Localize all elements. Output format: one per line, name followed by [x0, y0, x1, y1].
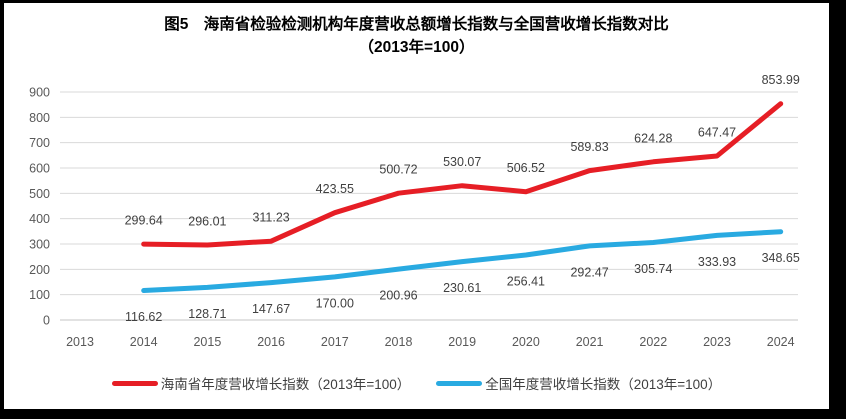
chart-title: 图5 海南省检验检测机构年度营收总额增长指数与全国营收增长指数对比 （2013年…: [4, 13, 829, 59]
y-axis-tick-label: 900: [29, 86, 50, 100]
x-axis-tick-label: 2023: [703, 335, 731, 349]
national-line-swatch-icon: [436, 380, 483, 386]
y-axis-tick-label: 100: [29, 288, 50, 302]
data-label: 147.67: [252, 302, 290, 316]
x-axis-tick-label: 2024: [767, 335, 795, 349]
data-label: 624.28: [634, 131, 672, 145]
series-line: [141, 101, 784, 248]
line-chart: 0 100 200 300 400 500 600 700 800 900 2013 2014 2015…: [29, 73, 800, 349]
data-label: 333.93: [698, 255, 736, 269]
data-label: 116.62: [125, 310, 162, 324]
legend-label-national: 全国年度营收增长指数（2013年=100）: [485, 377, 722, 392]
y-axis-tick-label: 200: [29, 263, 50, 277]
y-axis-tick-label: 800: [29, 111, 50, 125]
chart-title-line1: 图5 海南省检验检测机构年度营收总额增长指数与全国营收增长指数对比: [164, 16, 669, 33]
hainan-line-swatch-icon: [111, 380, 158, 386]
x-axis-tick-label: 2021: [576, 335, 604, 349]
x-axis-tick-label: 2016: [257, 335, 285, 349]
data-label: 530.07: [443, 155, 481, 169]
y-axis-tick-label: 300: [29, 238, 50, 252]
x-axis-tick-label: 2018: [385, 335, 413, 349]
data-label: 128.71: [188, 307, 226, 321]
x-axis-tick-label: 2015: [193, 335, 221, 349]
x-axis-tick-label: 2020: [512, 335, 540, 349]
data-label: 292.47: [570, 265, 608, 279]
data-label: 200.96: [379, 289, 417, 303]
data-label: 230.61: [443, 281, 481, 295]
legend-item-national: 全国年度营收增长指数（2013年=100）: [436, 373, 721, 393]
data-label: 299.64: [125, 214, 163, 228]
y-axis-tick-label: 600: [29, 162, 50, 176]
y-axis-tick-label: 500: [29, 187, 50, 201]
data-label: 348.65: [762, 251, 800, 265]
x-axis-tick-label: 2017: [321, 335, 349, 349]
chart-panel: 图5 海南省检验检测机构年度营收总额增长指数与全国营收增长指数对比 （2013年…: [4, 3, 829, 409]
x-axis-tick-label: 2022: [639, 335, 667, 349]
data-label: 647.47: [698, 125, 736, 139]
data-label: 170.00: [316, 296, 354, 310]
series-line: [141, 229, 784, 293]
x-axis-tick-label: 2014: [130, 335, 158, 349]
y-axis-tick-label: 700: [29, 136, 50, 150]
data-label: 500.72: [379, 163, 417, 177]
y-axis-tick-label: 0: [43, 314, 50, 328]
chart-title-line2: （2013年=100）: [358, 39, 475, 56]
data-label: 853.99: [762, 73, 800, 87]
data-label: 296.01: [188, 215, 226, 229]
data-label: 506.52: [507, 161, 545, 175]
data-label: 311.23: [252, 211, 289, 225]
x-axis-tick-label: 2019: [448, 335, 476, 349]
data-label: 256.41: [507, 275, 545, 289]
x-axis-tick-label: 2013: [66, 335, 94, 349]
data-label: 305.74: [634, 262, 672, 276]
legend-item-hainan: 海南省年度营收增长指数（2013年=100）: [111, 373, 411, 393]
data-label: 423.55: [316, 182, 354, 196]
legend-label-hainan: 海南省年度营收增长指数（2013年=100）: [160, 377, 411, 392]
y-axis-tick-label: 400: [29, 212, 50, 226]
chart-legend: 海南省年度营收增长指数（2013年=100） 全国年度营收增长指数（2013年=…: [4, 373, 829, 393]
data-label: 589.83: [570, 140, 608, 154]
